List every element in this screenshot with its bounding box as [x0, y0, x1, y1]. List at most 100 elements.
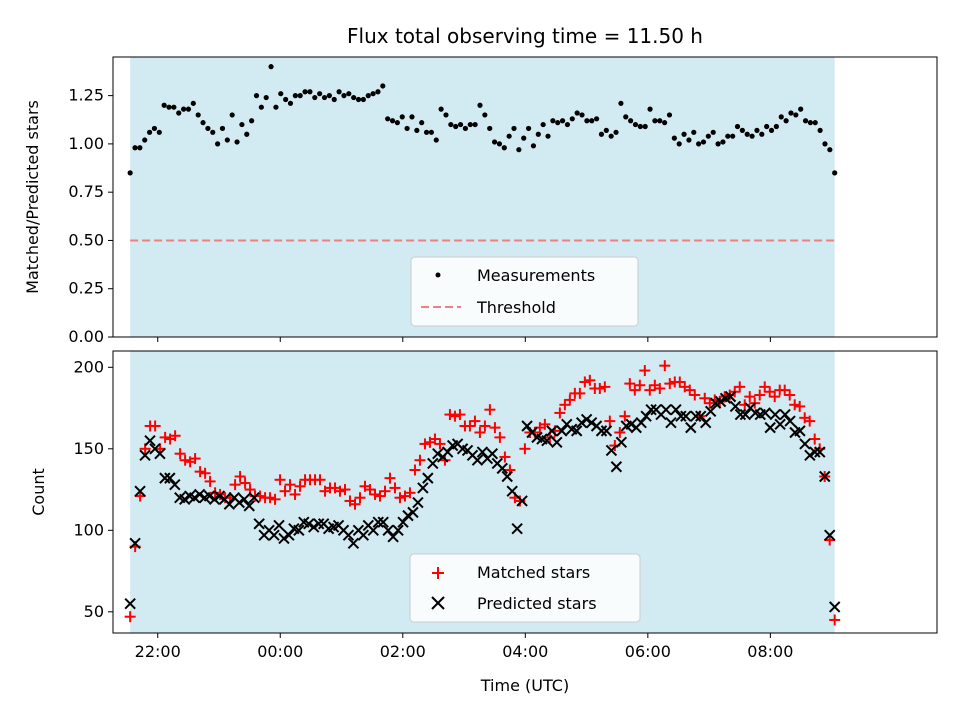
predicted-star-point: [501, 470, 513, 483]
matched-star-point: [809, 433, 821, 445]
measurement-point: [181, 106, 187, 112]
predicted-star-point: [402, 509, 414, 522]
matched-star-point: [124, 611, 136, 623]
predicted-star-point: [188, 491, 201, 504]
predicted-star-point: [640, 410, 652, 422]
predicted-star-point: [213, 490, 226, 502]
matched-star-point: [454, 409, 466, 421]
predicted-star-point: [551, 436, 563, 448]
measurement-point: [822, 141, 828, 147]
measurement-point: [832, 170, 838, 176]
measurement-point: [691, 129, 697, 135]
predicted-star-point: [625, 418, 637, 431]
measurement-point: [249, 118, 255, 124]
top-y-tick-label: 0.00: [68, 327, 104, 346]
predicted-star-point: [268, 529, 280, 541]
measurement-point: [686, 137, 692, 143]
measurement-point: [662, 120, 668, 126]
matched-star-point: [194, 466, 206, 478]
predicted-star-point: [367, 524, 379, 537]
measurement-point: [229, 112, 235, 118]
predicted-star-point: [417, 482, 429, 494]
matched-star-point: [414, 454, 426, 466]
predicted-star-point: [794, 425, 806, 437]
measurement-point: [671, 135, 677, 141]
measurement-point: [375, 89, 381, 95]
measurement-point: [224, 137, 230, 143]
predicted-star-point: [784, 415, 796, 427]
measurement-point: [472, 121, 478, 128]
predicted-star-point: [248, 491, 260, 504]
top-legend-box: [410, 256, 639, 327]
measurement-point: [151, 125, 158, 132]
measurement-point: [632, 121, 639, 128]
matched-star-point: [574, 387, 586, 399]
matched-star-point: [264, 492, 276, 504]
bottom-panel: 50 100 150 200 22:00 00:00 02:00 04:00 06:00 08:…: [29, 350, 938, 695]
matched-star-point: [379, 485, 391, 497]
measurement-point: [696, 141, 702, 147]
predicted-star-point: [169, 478, 181, 491]
measurement-point: [419, 120, 425, 126]
measurement-point: [764, 123, 770, 130]
predicted-star-point: [486, 447, 499, 460]
predicted-star-point: [293, 524, 305, 537]
matched-star-point: [479, 420, 491, 432]
predicted-star-point: [714, 395, 727, 408]
measurement-point: [273, 104, 279, 110]
matched-star-point: [519, 443, 531, 455]
matched-star-point: [404, 487, 416, 499]
measurement-point: [618, 100, 624, 106]
measurement-point: [205, 125, 211, 132]
measurement-point: [798, 106, 804, 112]
predicted-star-point: [283, 529, 295, 541]
measurement-point: [195, 112, 201, 118]
measurement-point: [521, 135, 527, 141]
matched-star-point: [744, 391, 756, 403]
measurement-point: [487, 125, 493, 132]
matched-star-point: [559, 399, 571, 411]
measurement-point: [642, 123, 648, 130]
measurement-point: [637, 123, 643, 130]
predicted-star-point: [695, 410, 707, 422]
bottom-y-axis: 50 100 150 200: [73, 357, 113, 621]
bottom-legend-box: [409, 553, 641, 623]
matched-star-point: [289, 488, 301, 500]
matched-star-point: [754, 389, 766, 401]
top-y-tick-label: 1.00: [68, 134, 104, 153]
top-y-axis: 0.00 0.25 0.50 0.75 1.00 1.25: [68, 86, 113, 346]
measurement-point: [360, 96, 366, 103]
measurement-point: [346, 91, 352, 97]
predicted-star-point: [387, 531, 399, 543]
predicted-star-point: [600, 425, 613, 437]
predicted-star-point: [407, 506, 419, 519]
legend-matched-label: Matched stars: [477, 563, 590, 582]
predicted-star-point: [303, 518, 315, 530]
predicted-star-point: [685, 421, 697, 434]
measurement-point: [292, 93, 298, 99]
legend-threshold-label: Threshold: [476, 298, 556, 317]
measurement-point: [725, 133, 731, 139]
predicted-star-point: [724, 390, 737, 403]
matched-star-point: [354, 492, 366, 504]
x-tick-label: 06:00: [625, 642, 671, 661]
predicted-star-point: [575, 417, 588, 429]
measurement-point: [161, 102, 167, 108]
predicted-star-point: [377, 516, 389, 528]
matched-star-point: [349, 498, 361, 510]
measurement-point: [268, 64, 274, 70]
measurement-point: [302, 89, 308, 95]
legend-predicted-label: Predicted stars: [477, 594, 597, 613]
measurement-point: [142, 137, 148, 143]
measurement-point: [278, 91, 284, 97]
measurement-point: [448, 121, 454, 128]
predicted-star-point: [164, 472, 176, 484]
measurement-point: [754, 127, 760, 133]
measurement-point: [749, 133, 755, 139]
measurement-point: [467, 121, 473, 128]
predicted-star-point: [397, 516, 409, 528]
top-y-tick-label: 0.75: [68, 182, 104, 201]
top-y-tick-label: 1.25: [68, 86, 104, 105]
predicted-star-point: [129, 537, 141, 550]
